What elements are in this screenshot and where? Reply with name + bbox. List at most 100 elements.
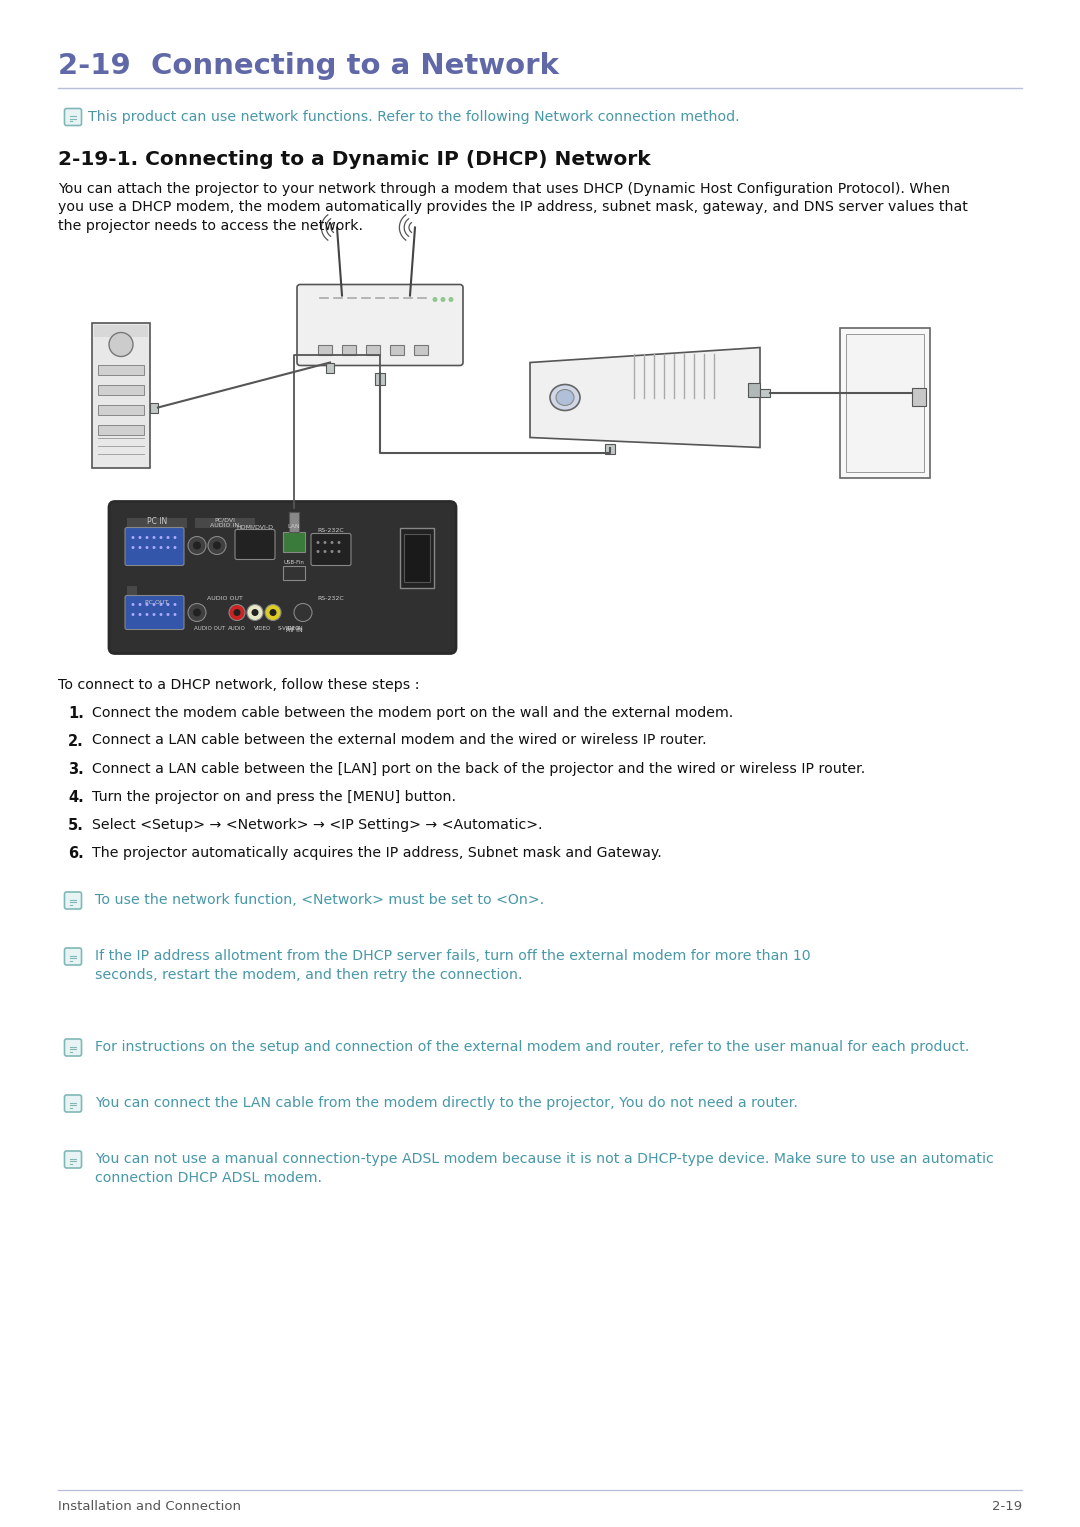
- Text: Installation and Connection: Installation and Connection: [58, 1500, 241, 1513]
- Circle shape: [174, 612, 176, 615]
- Circle shape: [337, 550, 340, 553]
- Circle shape: [132, 612, 135, 615]
- Bar: [98, 405, 144, 414]
- Text: LAN: LAN: [287, 524, 300, 530]
- Circle shape: [441, 296, 446, 302]
- Circle shape: [193, 608, 201, 617]
- Bar: [326, 362, 334, 373]
- Text: Connect a LAN cable between the external modem and the wired or wireless IP rout: Connect a LAN cable between the external…: [92, 733, 706, 748]
- Circle shape: [316, 550, 320, 553]
- Bar: [283, 565, 305, 580]
- Circle shape: [146, 536, 149, 539]
- Bar: [195, 518, 255, 527]
- Circle shape: [337, 541, 340, 544]
- Circle shape: [432, 296, 437, 302]
- Text: PC IN: PC IN: [147, 518, 167, 527]
- Text: For instructions on the setup and connection of the external modem and router, r: For instructions on the setup and connec…: [95, 1040, 970, 1055]
- Bar: [605, 443, 615, 454]
- Circle shape: [330, 541, 334, 544]
- Bar: [98, 425, 144, 435]
- FancyBboxPatch shape: [125, 596, 184, 629]
- Text: AUDIO OUT: AUDIO OUT: [194, 626, 226, 631]
- Text: You can connect the LAN cable from the modem directly to the projector, You do n: You can connect the LAN cable from the m…: [95, 1096, 798, 1110]
- FancyBboxPatch shape: [235, 530, 275, 559]
- Circle shape: [174, 547, 176, 550]
- Circle shape: [270, 609, 276, 615]
- Polygon shape: [530, 348, 760, 447]
- Text: RS-232C: RS-232C: [318, 528, 345, 533]
- Text: USB-Fin: USB-Fin: [284, 559, 305, 565]
- Text: PC/DVI
AUDIO IN: PC/DVI AUDIO IN: [211, 518, 240, 528]
- Circle shape: [152, 603, 156, 606]
- Text: 6.: 6.: [68, 846, 84, 861]
- Bar: [760, 388, 770, 397]
- FancyBboxPatch shape: [65, 1151, 81, 1168]
- Circle shape: [208, 536, 226, 554]
- Text: If the IP address allotment from the DHCP server fails, turn off the external mo: If the IP address allotment from the DHC…: [95, 950, 811, 964]
- FancyBboxPatch shape: [65, 1095, 81, 1112]
- Bar: [840, 327, 930, 478]
- Circle shape: [324, 550, 326, 553]
- Bar: [342, 345, 356, 354]
- Text: 4.: 4.: [68, 789, 84, 805]
- FancyBboxPatch shape: [65, 1038, 81, 1057]
- Circle shape: [213, 542, 221, 550]
- Bar: [390, 345, 404, 354]
- Bar: [912, 388, 926, 406]
- Text: To use the network function, <Network> must be set to <On>.: To use the network function, <Network> m…: [95, 893, 544, 907]
- FancyBboxPatch shape: [311, 533, 351, 565]
- Bar: [127, 518, 187, 527]
- Circle shape: [316, 541, 320, 544]
- Text: 5.: 5.: [68, 817, 84, 832]
- Circle shape: [138, 603, 141, 606]
- Text: VIDEO: VIDEO: [255, 626, 272, 631]
- Text: 2.: 2.: [68, 733, 84, 748]
- Text: connection DHCP ADSL modem.: connection DHCP ADSL modem.: [95, 1171, 322, 1185]
- Bar: [127, 585, 137, 596]
- Bar: [404, 533, 430, 582]
- Circle shape: [193, 542, 201, 550]
- Circle shape: [160, 603, 162, 606]
- Circle shape: [166, 612, 170, 615]
- Circle shape: [330, 550, 334, 553]
- Text: HDMI/DVI-D: HDMI/DVI-D: [237, 524, 273, 530]
- Bar: [375, 373, 384, 385]
- Circle shape: [132, 547, 135, 550]
- Bar: [414, 345, 428, 354]
- Text: RS-232C: RS-232C: [318, 596, 345, 600]
- Text: Select <Setup> → <Network> → <IP Setting> → <Automatic>.: Select <Setup> → <Network> → <IP Setting…: [92, 817, 542, 832]
- Circle shape: [146, 603, 149, 606]
- Circle shape: [132, 536, 135, 539]
- Bar: [283, 531, 305, 551]
- FancyBboxPatch shape: [65, 892, 81, 909]
- FancyBboxPatch shape: [297, 284, 463, 365]
- Bar: [289, 512, 299, 531]
- Text: This product can use network functions. Refer to the following Network connectio: This product can use network functions. …: [87, 110, 740, 124]
- Circle shape: [188, 603, 206, 621]
- Circle shape: [294, 603, 312, 621]
- Circle shape: [233, 609, 241, 615]
- Ellipse shape: [556, 389, 573, 406]
- Bar: [318, 345, 332, 354]
- FancyBboxPatch shape: [65, 108, 81, 125]
- Text: To connect to a DHCP network, follow these steps :: To connect to a DHCP network, follow the…: [58, 678, 419, 692]
- Text: AV IN: AV IN: [285, 626, 302, 631]
- Circle shape: [152, 612, 156, 615]
- FancyBboxPatch shape: [109, 501, 456, 654]
- Text: S-VIDEO: S-VIDEO: [278, 626, 300, 631]
- Text: AUDIO: AUDIO: [228, 626, 246, 631]
- Circle shape: [174, 603, 176, 606]
- Text: seconds, restart the modem, and then retry the connection.: seconds, restart the modem, and then ret…: [95, 968, 523, 982]
- Bar: [150, 403, 158, 412]
- Text: 3.: 3.: [68, 762, 84, 777]
- Circle shape: [138, 612, 141, 615]
- Text: You can not use a manual connection-type ADSL modem because it is not a DHCP-typ: You can not use a manual connection-type…: [95, 1153, 994, 1167]
- Circle shape: [188, 536, 206, 554]
- Text: PC OUT: PC OUT: [146, 600, 168, 605]
- Text: AUDIO OUT: AUDIO OUT: [207, 596, 243, 600]
- Ellipse shape: [550, 385, 580, 411]
- Text: The projector automatically acquires the IP address, Subnet mask and Gateway.: The projector automatically acquires the…: [92, 846, 662, 860]
- Circle shape: [448, 296, 454, 302]
- Text: 1.: 1.: [68, 705, 84, 721]
- Text: Turn the projector on and press the [MENU] button.: Turn the projector on and press the [MEN…: [92, 789, 456, 803]
